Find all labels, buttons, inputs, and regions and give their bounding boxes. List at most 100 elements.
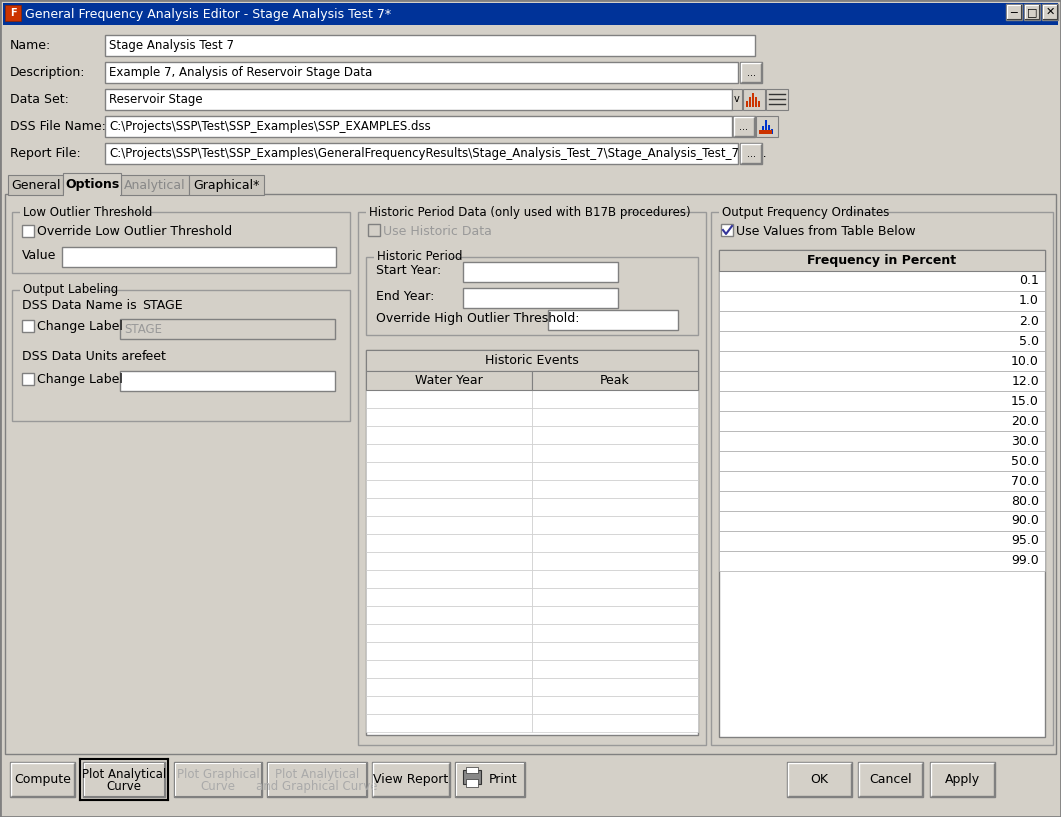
Text: Water Year: Water Year: [415, 374, 483, 387]
Text: 50.0: 50.0: [1011, 454, 1039, 467]
Bar: [358, 212, 706, 745]
Bar: [3, 3, 1058, 25]
Bar: [366, 552, 532, 570]
Bar: [466, 767, 479, 773]
Bar: [858, 762, 923, 797]
Text: Override High Outlier Threshold:: Override High Outlier Threshold:: [376, 311, 579, 324]
Bar: [366, 696, 532, 714]
Bar: [762, 126, 764, 134]
Text: Historic Events: Historic Events: [485, 354, 579, 367]
Bar: [366, 426, 532, 444]
Bar: [366, 570, 532, 588]
Bar: [174, 762, 262, 797]
Bar: [733, 116, 755, 137]
Text: 0.1: 0.1: [1020, 275, 1039, 288]
Text: F: F: [10, 8, 16, 18]
Text: End Year:: End Year:: [376, 289, 434, 302]
Bar: [719, 291, 1045, 311]
Text: View Report: View Report: [373, 773, 449, 786]
Bar: [366, 205, 624, 219]
Text: DSS File Name:: DSS File Name:: [10, 119, 106, 132]
Bar: [756, 116, 778, 137]
Bar: [120, 319, 335, 339]
Bar: [1024, 4, 1040, 20]
Bar: [719, 411, 1045, 431]
Bar: [532, 624, 698, 642]
Text: Peak: Peak: [601, 374, 630, 387]
Bar: [743, 89, 765, 110]
Bar: [5, 5, 21, 21]
Bar: [366, 624, 532, 642]
Bar: [22, 225, 34, 237]
Bar: [930, 762, 995, 797]
Bar: [1042, 4, 1058, 20]
Bar: [719, 205, 849, 219]
Bar: [532, 426, 698, 444]
Text: 80.0: 80.0: [1011, 494, 1039, 507]
Bar: [366, 408, 532, 426]
Text: 10.0: 10.0: [1011, 355, 1039, 368]
Text: Name:: Name:: [10, 38, 51, 51]
Text: 15.0: 15.0: [1011, 395, 1039, 408]
Bar: [80, 759, 168, 800]
Bar: [719, 250, 1045, 737]
Bar: [532, 444, 698, 462]
Bar: [532, 480, 698, 498]
Bar: [366, 390, 532, 408]
Bar: [719, 471, 1045, 491]
Text: Change Label: Change Label: [37, 373, 123, 386]
Text: 20.0: 20.0: [1011, 414, 1039, 427]
Bar: [20, 283, 98, 297]
Bar: [711, 212, 1053, 745]
Bar: [532, 696, 698, 714]
Text: C:\Projects\SSP\Test\SSP_Examples\GeneralFrequencyResults\Stage_Analysis_Test_7\: C:\Projects\SSP\Test\SSP_Examples\Genera…: [109, 147, 766, 160]
Text: Cancel: Cancel: [869, 773, 911, 786]
Bar: [64, 193, 120, 196]
Text: 95.0: 95.0: [1011, 534, 1039, 547]
Bar: [719, 371, 1045, 391]
Bar: [532, 588, 698, 606]
Bar: [1006, 4, 1022, 20]
Bar: [121, 175, 189, 195]
Bar: [752, 93, 754, 107]
Bar: [532, 462, 698, 480]
Bar: [368, 224, 380, 236]
Text: Options: Options: [65, 177, 119, 190]
Text: feet: feet: [142, 350, 167, 363]
Bar: [366, 480, 532, 498]
Text: ─: ─: [1011, 7, 1017, 17]
Bar: [366, 350, 698, 735]
Text: Print: Print: [489, 773, 518, 786]
Bar: [719, 491, 1045, 511]
Bar: [366, 588, 532, 606]
Bar: [22, 373, 34, 385]
Text: 1.0: 1.0: [1020, 294, 1039, 307]
Bar: [758, 101, 760, 107]
Bar: [732, 89, 742, 110]
Bar: [366, 714, 532, 732]
Text: Example 7, Analysis of Reservoir Stage Data: Example 7, Analysis of Reservoir Stage D…: [109, 66, 372, 79]
Bar: [83, 762, 166, 797]
Bar: [766, 89, 788, 110]
Bar: [719, 531, 1045, 551]
Bar: [547, 310, 678, 330]
Text: ...: ...: [747, 149, 755, 158]
Text: STAGE: STAGE: [142, 298, 182, 311]
Text: STAGE: STAGE: [124, 323, 162, 336]
Text: Description:: Description:: [10, 65, 86, 78]
Text: 99.0: 99.0: [1011, 555, 1039, 568]
Bar: [719, 331, 1045, 351]
Bar: [719, 250, 1045, 271]
Bar: [62, 247, 336, 267]
Bar: [366, 534, 532, 552]
Text: General: General: [11, 178, 60, 191]
Bar: [189, 175, 264, 195]
Text: DSS Data Units are: DSS Data Units are: [22, 350, 142, 363]
Bar: [532, 408, 698, 426]
Bar: [759, 130, 772, 134]
Bar: [532, 516, 698, 534]
Text: 70.0: 70.0: [1011, 475, 1039, 488]
Text: General Frequency Analysis Editor - Stage Analysis Test 7*: General Frequency Analysis Editor - Stag…: [25, 7, 392, 20]
Bar: [120, 371, 335, 391]
Text: Historic Period: Historic Period: [377, 251, 463, 264]
